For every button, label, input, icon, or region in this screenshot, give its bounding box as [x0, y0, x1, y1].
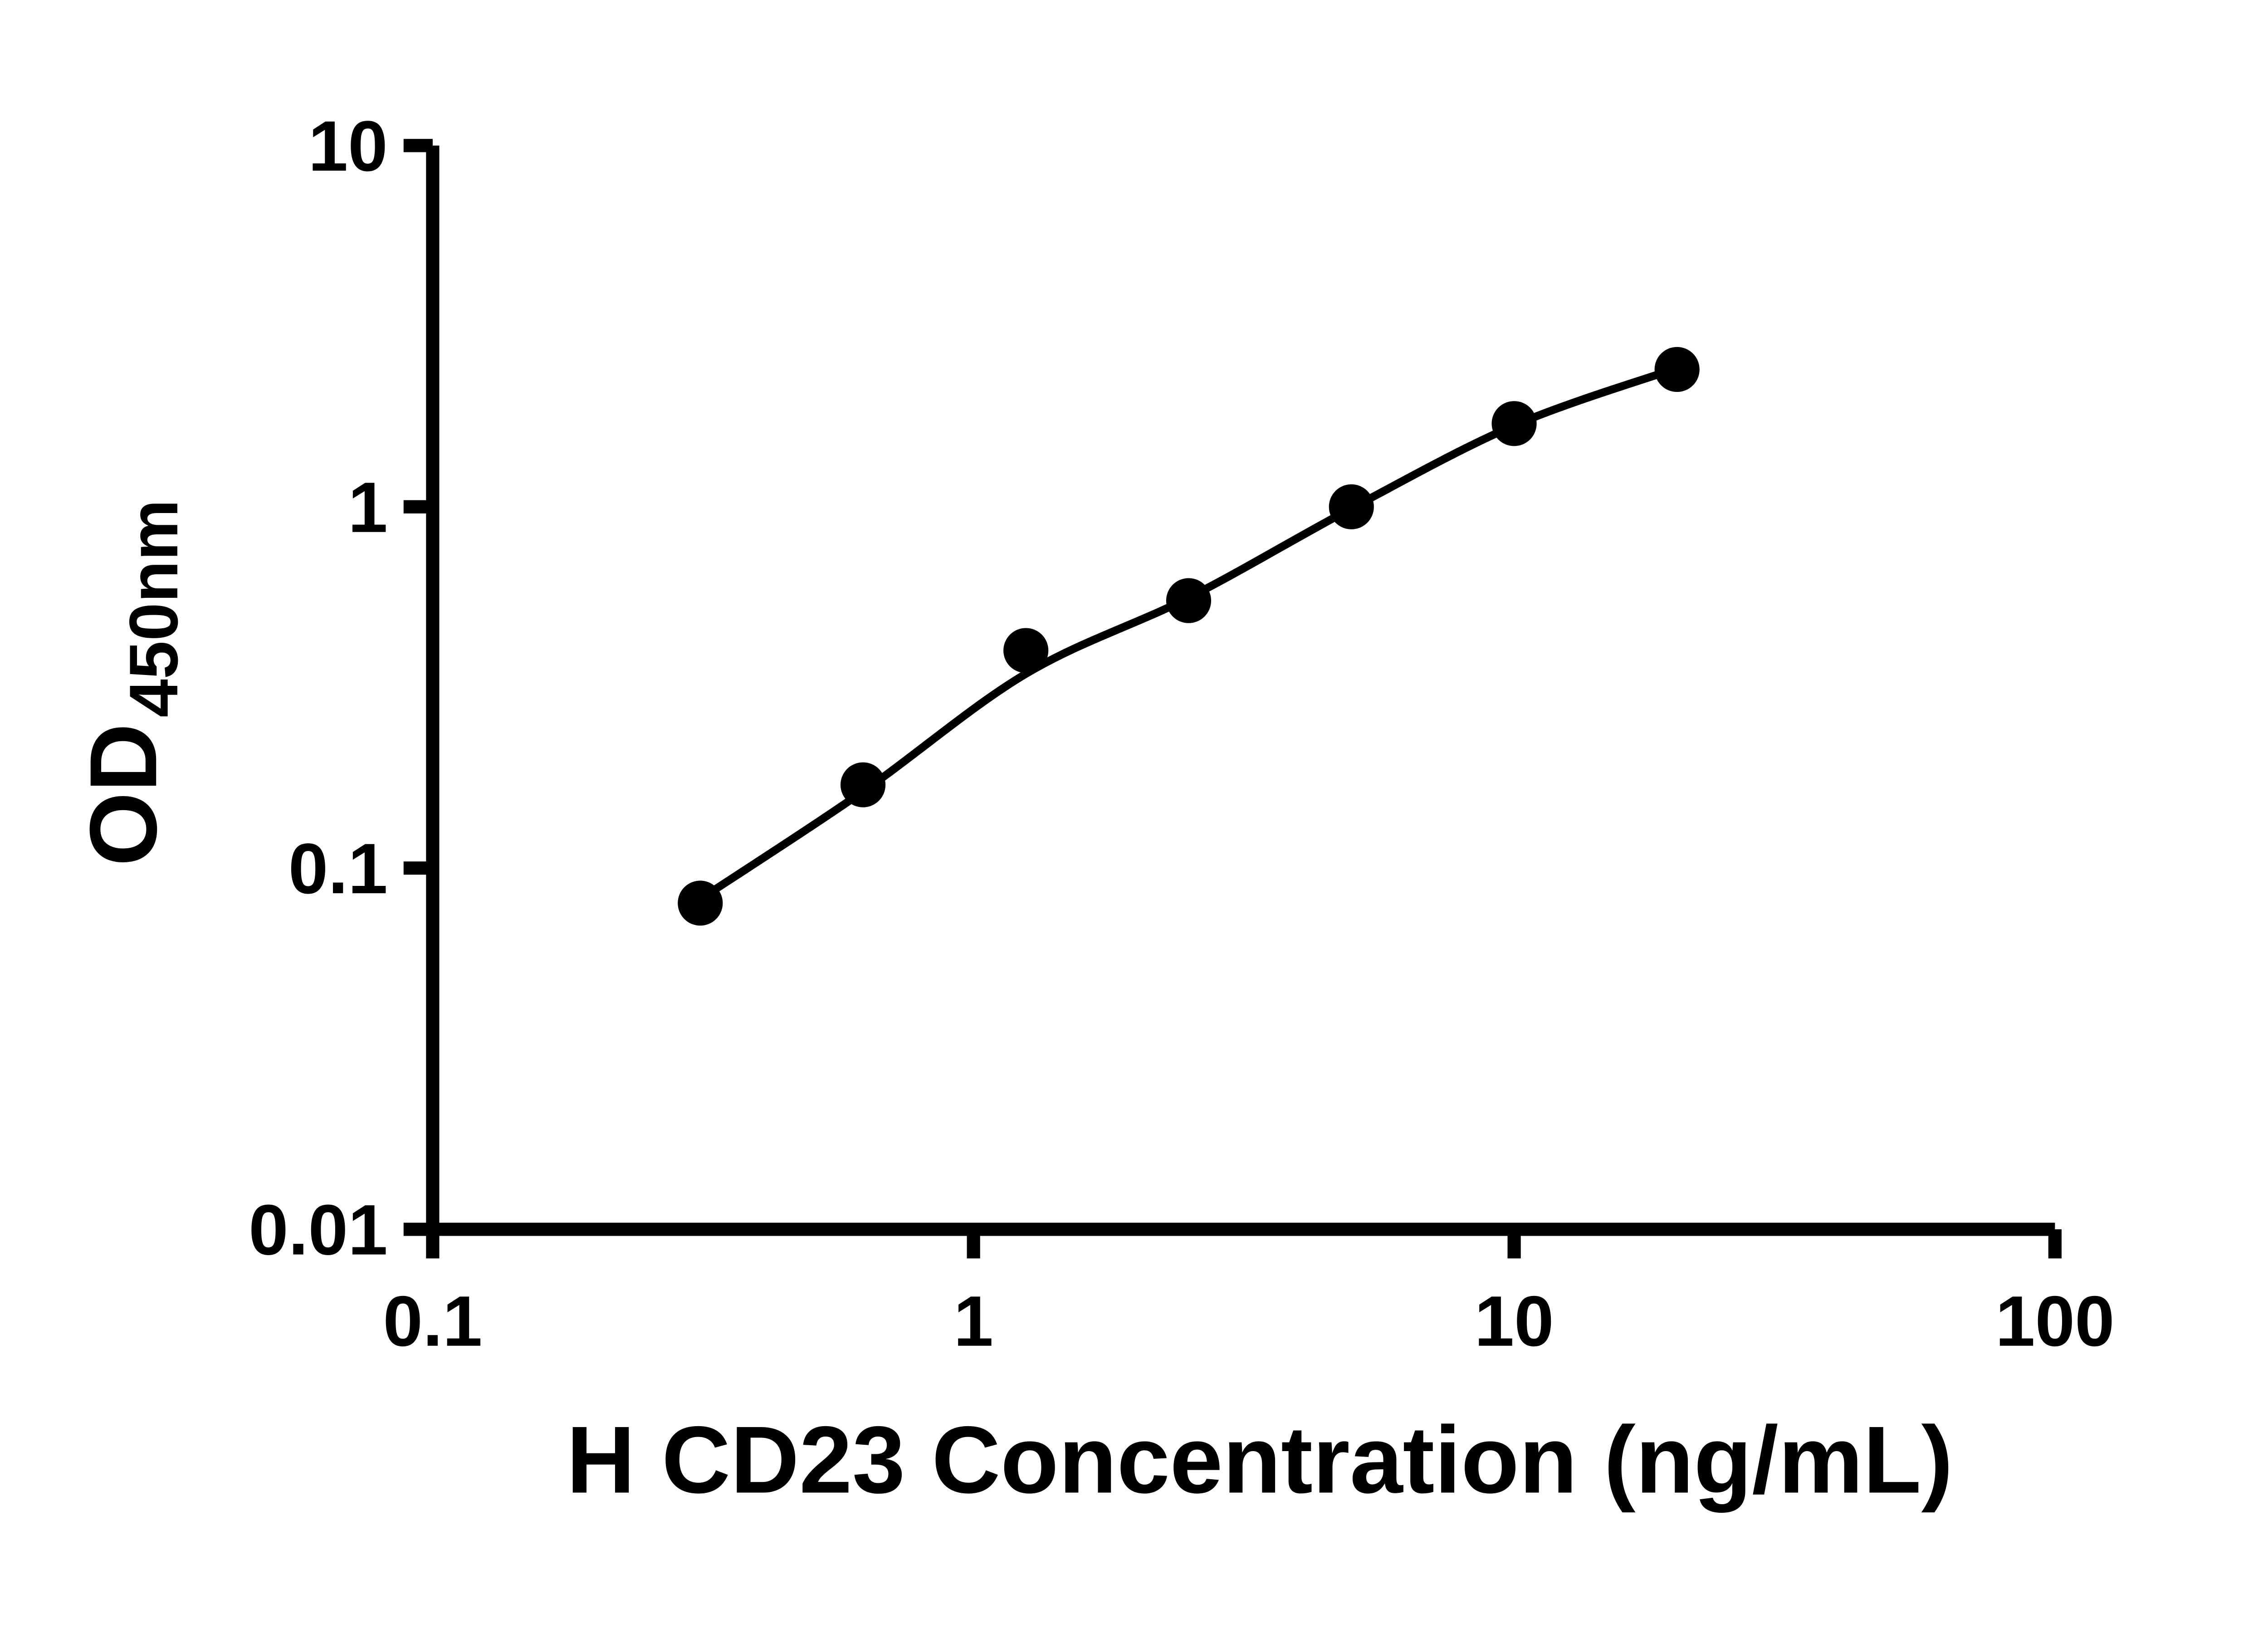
data-point-marker — [1654, 347, 1700, 392]
axis-spine — [426, 145, 2055, 1236]
chart-canvas: 0.1 1 10 100 0.01 0.1 1 10 H CD23 Concentration… — [70, 106, 2115, 1513]
y-axis-title: OD 450nm — [70, 499, 192, 866]
x-tick-label: 1 — [953, 1281, 993, 1361]
x-tick-label: 100 — [1995, 1281, 2115, 1361]
data-point-marker — [840, 762, 886, 807]
fit-curve-line — [696, 364, 1681, 903]
axes-layer: 0.1 1 10 100 0.01 0.1 1 10 — [249, 106, 2115, 1361]
data-point-marker — [1166, 578, 1212, 623]
y-axis-title-sub: 450nm — [116, 499, 192, 718]
data-point-marker — [678, 880, 723, 926]
x-tick-label: 10 — [1474, 1281, 1554, 1361]
x-tick-label: 0.1 — [383, 1281, 482, 1361]
y-tick-label: 1 — [348, 468, 388, 548]
series-layer — [678, 347, 1700, 926]
y-tick-label: 0.1 — [288, 829, 388, 909]
y-axis-title-main: OD — [70, 724, 176, 866]
y-tick-label: 0.01 — [249, 1190, 388, 1270]
data-point-marker — [1329, 484, 1374, 529]
elisa-standard-curve-figure: 0.1 1 10 100 0.01 0.1 1 10 H CD23 Concentration… — [70, 106, 2115, 1513]
data-point-marker — [1491, 401, 1537, 446]
x-axis-title: H CD23 Concentration (ng/mL) — [567, 1407, 1953, 1513]
y-tick-label: 10 — [308, 106, 388, 186]
data-point-marker — [1003, 628, 1049, 673]
